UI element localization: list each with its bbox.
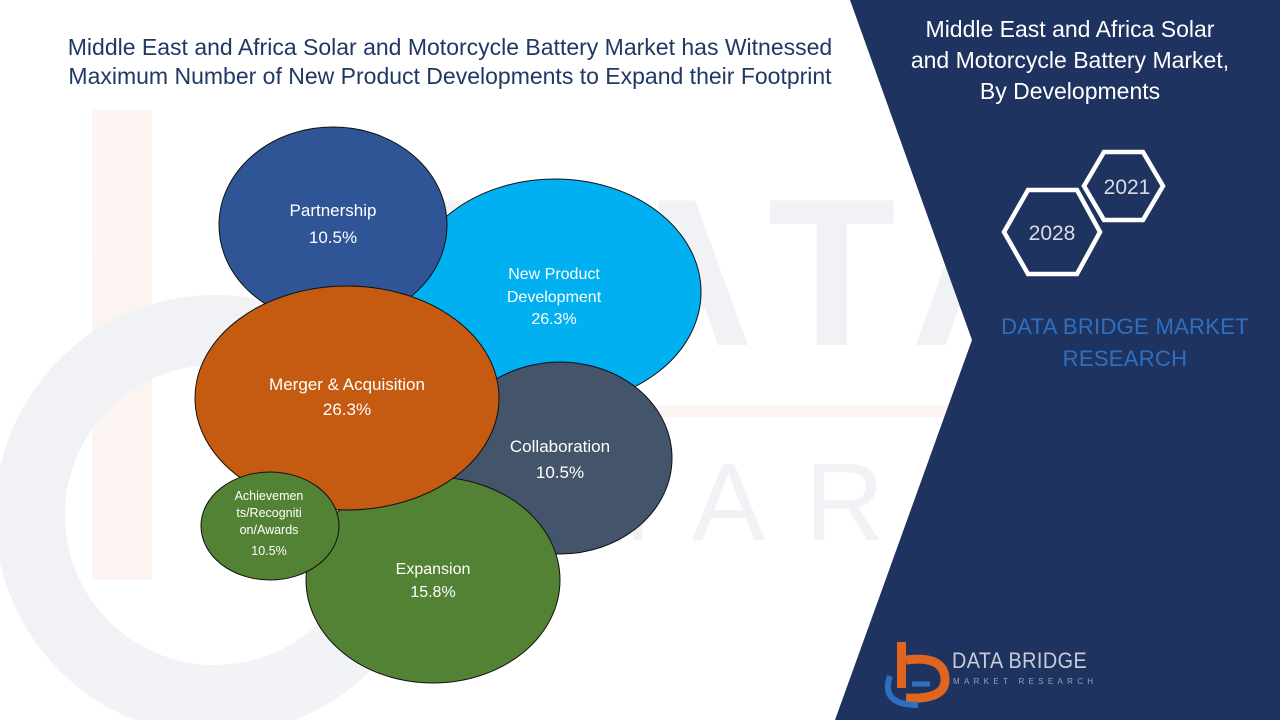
bubble-label-achievements-recognition-awards: ts/Recogniti	[236, 506, 301, 520]
bubble-achievements-recognition-awards	[200, 471, 340, 581]
logo-name: DATA BRIDGE	[952, 648, 1088, 673]
year-2021: 2021	[1104, 176, 1151, 199]
side-title-line-2: and Motorcycle Battery Market,	[910, 47, 1230, 73]
bubble-label-achievements-recognition-awards: Achievemen	[235, 489, 304, 503]
logo-mark	[885, 642, 950, 708]
brand-line-1: DATA BRIDGE MARKET	[1001, 314, 1249, 339]
hexagon-2021	[1081, 149, 1166, 223]
bubble-label-partnership: Partnership	[290, 201, 377, 220]
bubble-label-new-product-development: Development	[507, 289, 602, 306]
side-panel-title: Middle East and Africa Solar and Motorcy…	[880, 14, 1260, 107]
side-title-line-1: Middle East and Africa Solar	[925, 16, 1215, 42]
bubbles: New Product Development 26.3% Partnership 10…	[194, 126, 702, 684]
bubble-value-new-product-development: 26.3%	[531, 311, 576, 328]
bubble-value-achievements-recognition-awards: 10.5%	[251, 544, 286, 558]
bubble-label-expansion: Expansion	[396, 561, 471, 578]
side-panel-background	[835, 0, 1280, 720]
hexagon-2028	[1001, 187, 1103, 277]
bubble-label-new-product-development: New Product	[508, 266, 600, 283]
side-title-line-3: By Developments	[979, 78, 1161, 104]
bubble-value-merger-acquisition: 26.3%	[323, 400, 371, 419]
logo-tagline: MARKET RESEARCH	[953, 677, 1098, 686]
headline-line-1: Middle East and Africa Solar and Motorcy…	[67, 34, 833, 60]
brand-text: DATA BRIDGE MARKET RESEARCH	[990, 311, 1260, 375]
bubble-value-expansion: 15.8%	[410, 584, 455, 601]
year-badges: 2021 2028	[1001, 149, 1166, 277]
bubble-label-achievements-recognition-awards: on/Awards	[240, 523, 299, 537]
bubble-label-collaboration: Collaboration	[510, 437, 610, 456]
brand-line-2: RESEARCH	[1062, 346, 1188, 371]
bubble-value-collaboration: 10.5%	[536, 463, 584, 482]
bubble-label-merger-acquisition: Merger & Acquisition	[269, 375, 425, 394]
headline-line-2: Maximum Number of New Product Developmen…	[68, 63, 832, 89]
bubble-merger-acquisition	[194, 285, 500, 511]
year-2028: 2028	[1029, 222, 1076, 245]
headline: Middle East and Africa Solar and Motorcy…	[30, 33, 870, 91]
bubble-value-partnership: 10.5%	[309, 228, 357, 247]
